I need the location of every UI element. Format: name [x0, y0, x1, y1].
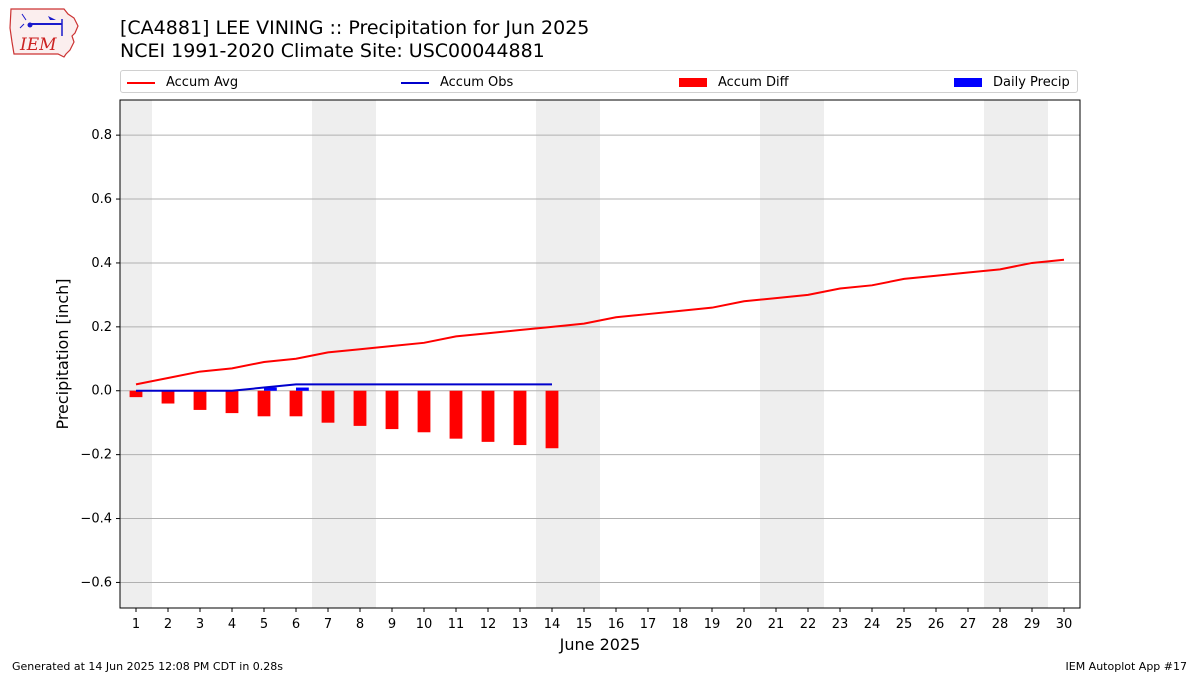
legend-label: Accum Obs	[440, 75, 514, 90]
y-tick-label: −0.6	[80, 575, 112, 590]
x-tick-label: 8	[356, 617, 364, 632]
legend-label: Accum Diff	[718, 75, 789, 90]
y-tick-label: 0.2	[91, 320, 112, 335]
x-tick-label: 22	[800, 617, 817, 632]
accum-diff-bar	[545, 390, 559, 449]
accum-diff-bar	[161, 390, 175, 404]
x-tick-label: 2	[164, 617, 172, 632]
chart-subtitle: NCEI 1991-2020 Climate Site: USC00044881	[120, 40, 545, 62]
x-tick-label: 21	[768, 617, 785, 632]
app-credit: IEM Autoplot App #17	[1065, 660, 1188, 673]
iowa-state-outline	[9, 8, 79, 58]
accum-diff-bar	[513, 390, 527, 446]
legend-swatch	[127, 81, 155, 84]
x-tick-label: 14	[544, 617, 561, 632]
y-axis-label: Precipitation [inch]	[53, 278, 72, 429]
x-tick-label: 9	[388, 617, 396, 632]
accum-diff-bar	[193, 390, 207, 410]
y-tick-label: −0.2	[80, 448, 112, 463]
weekend-band	[120, 100, 152, 608]
x-tick-label: 12	[480, 617, 497, 632]
y-tick-label: −0.4	[80, 512, 112, 527]
x-axis-label: June 2025	[559, 635, 641, 654]
x-tick-label: 18	[672, 617, 689, 632]
y-tick-label: 0.0	[91, 384, 112, 399]
x-tick-label: 24	[864, 617, 881, 632]
generated-timestamp: Generated at 14 Jun 2025 12:08 PM CDT in…	[12, 660, 284, 673]
x-tick-label: 3	[196, 617, 204, 632]
x-tick-label: 11	[448, 617, 465, 632]
y-tick-label: 0.6	[91, 192, 112, 207]
x-tick-label: 4	[228, 617, 236, 632]
chart-title: [CA4881] LEE VINING :: Precipitation for…	[120, 17, 590, 39]
weekend-band	[984, 100, 1048, 608]
accum-diff-bar	[129, 390, 143, 398]
x-tick-label: 13	[512, 617, 529, 632]
legend-label: Daily Precip	[993, 75, 1070, 90]
legend-item: Accum Avg	[127, 71, 238, 94]
y-tick-label: 0.8	[91, 128, 112, 143]
logo-wind-icon	[48, 16, 56, 20]
accum-diff-bar	[449, 390, 463, 439]
accum-diff-bar	[257, 390, 271, 417]
legend-swatch	[954, 78, 982, 87]
x-tick-label: 25	[896, 617, 913, 632]
plot-frame	[119, 99, 1081, 609]
accum-obs-line	[136, 383, 552, 392]
x-tick-label: 1	[132, 617, 140, 632]
x-tick-label: 6	[292, 617, 300, 632]
daily-precip-bar	[296, 387, 309, 391]
legend-swatch	[679, 78, 707, 87]
accum-diff-bar	[289, 390, 303, 417]
accum-diff-bar	[321, 390, 335, 423]
accum-avg-line	[135, 258, 1065, 386]
x-tick-label: 16	[608, 617, 625, 632]
accum-diff-bar	[417, 390, 431, 433]
iem-logo: IEM	[9, 8, 79, 58]
x-tick-label: 5	[260, 617, 268, 632]
x-tick-label: 29	[1024, 617, 1041, 632]
legend-label: Accum Avg	[166, 75, 239, 90]
legend-item: Accum Obs	[401, 71, 513, 94]
x-tick-label: 15	[576, 617, 593, 632]
weekend-band	[760, 100, 824, 608]
x-tick-label: 27	[960, 617, 977, 632]
x-tick-label: 26	[928, 617, 945, 632]
accum-diff-bar	[353, 390, 367, 426]
legend-item: Daily Precip	[954, 71, 1070, 94]
chart-legend: Accum Avg Accum Obs Accum Diff Daily Precip	[120, 70, 1078, 93]
logo-text: IEM	[19, 35, 57, 55]
x-tick-label: 23	[832, 617, 849, 632]
accum-diff-bar	[385, 390, 399, 430]
y-tick-label: 0.4	[91, 256, 112, 271]
legend-swatch	[401, 81, 429, 84]
x-tick-label: 20	[736, 617, 753, 632]
accum-diff-bar	[481, 390, 495, 442]
x-tick-label: 28	[992, 617, 1009, 632]
daily-precip-bar	[264, 387, 277, 391]
x-tick-label: 17	[640, 617, 657, 632]
x-tick-label: 30	[1056, 617, 1073, 632]
x-tick-label: 7	[324, 617, 332, 632]
x-tick-label: 19	[704, 617, 721, 632]
legend-item: Accum Diff	[679, 71, 789, 94]
weekend-band	[536, 100, 600, 608]
x-tick-label: 10	[416, 617, 433, 632]
accum-diff-bar	[225, 390, 239, 414]
